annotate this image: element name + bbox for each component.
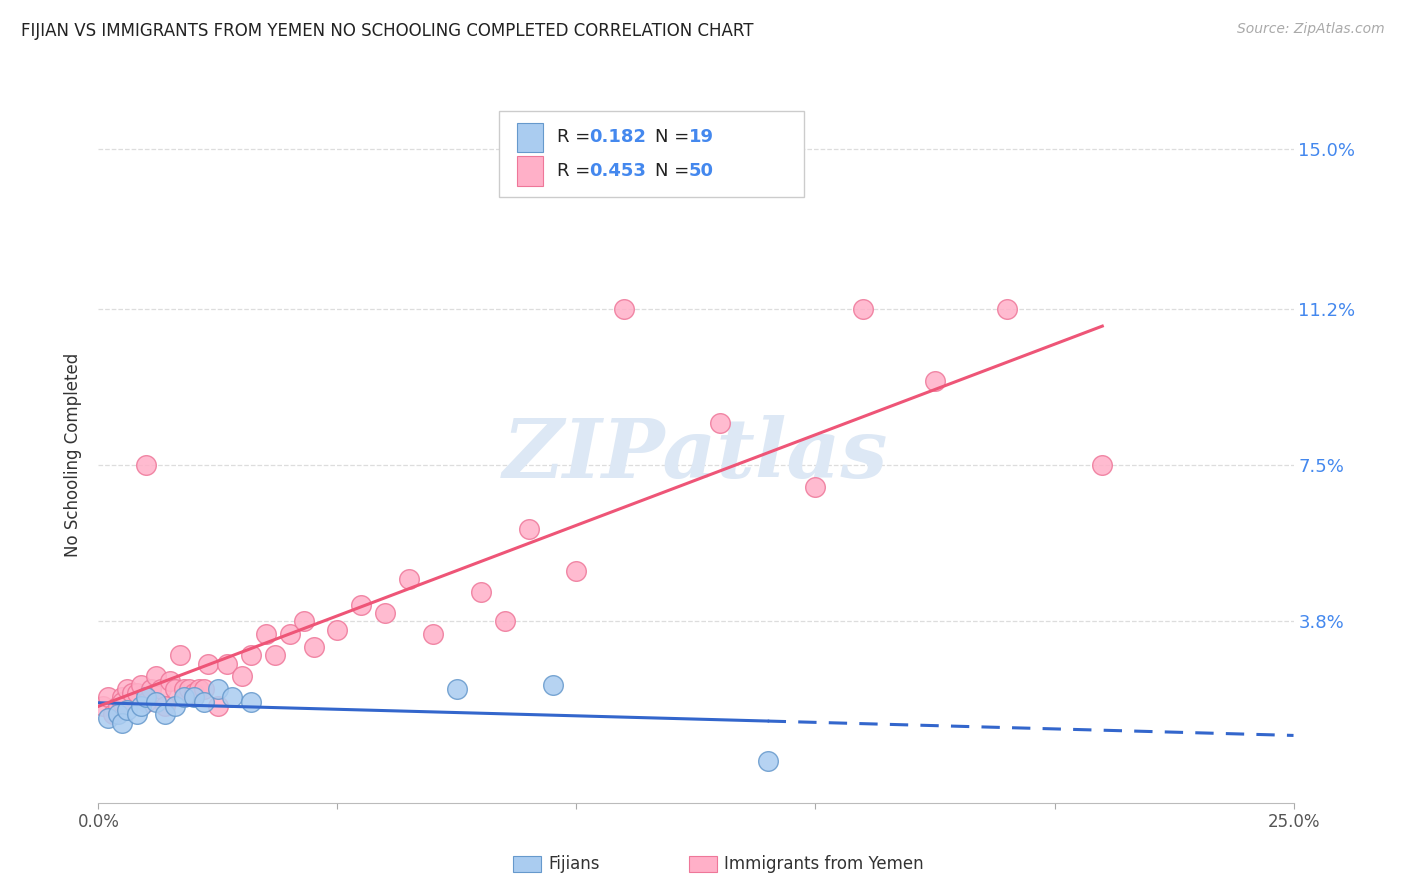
Text: Source: ZipAtlas.com: Source: ZipAtlas.com xyxy=(1237,22,1385,37)
Point xyxy=(207,698,229,713)
Point xyxy=(326,623,349,637)
Point xyxy=(159,673,181,688)
Point xyxy=(217,657,239,671)
Text: 50: 50 xyxy=(689,162,714,180)
Point xyxy=(278,627,301,641)
Point xyxy=(173,690,195,705)
Point xyxy=(422,627,444,641)
Text: Fijians: Fijians xyxy=(548,855,600,873)
Point xyxy=(139,681,162,696)
Text: N =: N = xyxy=(655,128,696,146)
Point xyxy=(111,690,134,705)
Point xyxy=(155,698,177,713)
Text: 19: 19 xyxy=(689,128,714,146)
Point xyxy=(169,648,191,663)
Text: Immigrants from Yemen: Immigrants from Yemen xyxy=(724,855,924,873)
Point xyxy=(292,615,315,629)
Point xyxy=(240,648,263,663)
Point xyxy=(517,522,540,536)
Point xyxy=(97,711,120,725)
Point xyxy=(111,695,134,709)
Point xyxy=(193,681,215,696)
Point xyxy=(163,681,186,696)
Point xyxy=(804,479,827,493)
Point xyxy=(254,627,277,641)
Point xyxy=(121,686,143,700)
Text: ZIPatlas: ZIPatlas xyxy=(503,415,889,495)
Point xyxy=(155,707,177,722)
Point xyxy=(131,698,153,713)
Y-axis label: No Schooling Completed: No Schooling Completed xyxy=(65,353,83,557)
Point xyxy=(541,678,564,692)
Text: 0.182: 0.182 xyxy=(589,128,647,146)
Point xyxy=(494,615,516,629)
FancyBboxPatch shape xyxy=(517,123,543,153)
FancyBboxPatch shape xyxy=(499,111,804,197)
Point xyxy=(709,417,731,431)
Point xyxy=(135,695,157,709)
Point xyxy=(197,657,219,671)
Point xyxy=(350,598,373,612)
Point xyxy=(101,707,124,722)
Point xyxy=(183,686,205,700)
Point xyxy=(173,681,195,696)
Point xyxy=(398,572,420,586)
Point xyxy=(135,458,157,473)
Text: 0.453: 0.453 xyxy=(589,162,647,180)
Text: N =: N = xyxy=(655,162,696,180)
Point xyxy=(374,606,396,620)
Point xyxy=(115,703,138,717)
Point xyxy=(183,690,205,705)
Point xyxy=(924,374,946,388)
Point xyxy=(470,585,492,599)
Point xyxy=(264,648,287,663)
Point xyxy=(756,754,779,768)
Point xyxy=(115,681,138,696)
Text: R =: R = xyxy=(557,128,596,146)
Point xyxy=(1091,458,1114,473)
Point xyxy=(193,695,215,709)
Point xyxy=(107,698,129,713)
FancyBboxPatch shape xyxy=(517,156,543,186)
Point xyxy=(145,669,167,683)
Point xyxy=(565,564,588,578)
Point xyxy=(302,640,325,654)
Point xyxy=(207,681,229,696)
Text: R =: R = xyxy=(557,162,596,180)
Text: FIJIAN VS IMMIGRANTS FROM YEMEN NO SCHOOLING COMPLETED CORRELATION CHART: FIJIAN VS IMMIGRANTS FROM YEMEN NO SCHOO… xyxy=(21,22,754,40)
Point xyxy=(125,707,148,722)
Point xyxy=(125,686,148,700)
Point xyxy=(179,681,201,696)
Point xyxy=(131,678,153,692)
Point xyxy=(107,707,129,722)
Point xyxy=(446,681,468,696)
Point xyxy=(187,681,209,696)
Point xyxy=(231,669,253,683)
Point xyxy=(111,715,134,730)
Point xyxy=(135,690,157,705)
Point xyxy=(240,695,263,709)
Point xyxy=(221,690,243,705)
Point xyxy=(995,302,1018,317)
Point xyxy=(163,698,186,713)
Point xyxy=(97,690,120,705)
Point xyxy=(613,302,636,317)
Point xyxy=(852,302,875,317)
Point xyxy=(149,681,172,696)
Point xyxy=(91,698,114,713)
Point xyxy=(145,695,167,709)
